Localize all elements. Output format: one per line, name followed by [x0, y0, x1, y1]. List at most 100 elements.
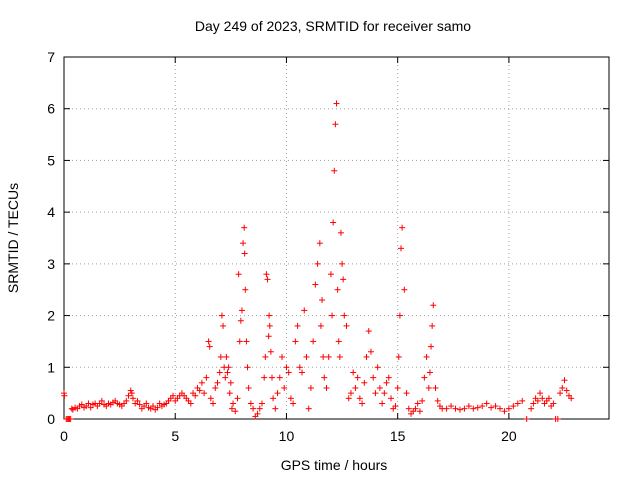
data-point	[497, 405, 503, 412]
data-point	[323, 384, 330, 391]
data-point	[423, 353, 430, 360]
x-tick-label: 0	[60, 428, 68, 444]
data-point	[416, 408, 423, 415]
data-point	[127, 387, 134, 394]
data-point	[316, 240, 323, 247]
data-point	[474, 404, 481, 411]
data-point	[237, 317, 244, 324]
data-point	[241, 250, 248, 257]
data-point	[426, 369, 433, 376]
data-point	[501, 408, 508, 415]
data-point	[128, 390, 135, 397]
data-point	[421, 374, 428, 381]
data-point	[301, 307, 308, 314]
grid-lines	[64, 57, 609, 419]
plot-frame	[63, 56, 610, 420]
data-point	[347, 390, 354, 397]
data-point	[210, 400, 217, 407]
data-point	[134, 397, 141, 404]
data-point	[419, 397, 426, 404]
data-point	[272, 405, 279, 412]
data-point	[276, 374, 283, 381]
data-point	[310, 338, 317, 345]
data-point	[207, 395, 214, 402]
data-point	[242, 286, 249, 293]
data-point	[317, 322, 324, 329]
data-point	[266, 322, 273, 329]
data-point	[205, 338, 212, 345]
data-point	[224, 369, 231, 376]
data-point	[405, 405, 412, 412]
data-point	[216, 369, 223, 376]
data-point	[292, 338, 299, 345]
data-point	[236, 338, 243, 345]
data-point	[399, 224, 406, 231]
data-point	[432, 384, 439, 391]
data-point	[61, 392, 68, 399]
data-point	[425, 384, 432, 391]
data-point	[198, 379, 205, 386]
data-point	[258, 400, 265, 407]
data-point	[381, 390, 388, 397]
data-point	[388, 395, 394, 402]
data-point	[343, 322, 350, 329]
data-point	[452, 405, 459, 412]
data-point	[143, 400, 150, 407]
data-point	[470, 405, 477, 412]
data-point	[303, 353, 310, 360]
y-tick-label: 0	[47, 411, 55, 427]
y-tick-label: 5	[47, 152, 55, 168]
data-point	[479, 403, 486, 410]
x-tick-label: 20	[501, 428, 517, 444]
data-point	[307, 384, 314, 391]
data-point	[340, 276, 347, 283]
data-point	[240, 240, 247, 247]
data-point	[395, 353, 402, 360]
data-point	[192, 392, 199, 399]
data-point	[283, 364, 290, 371]
y-tick-label: 6	[47, 101, 55, 117]
data-point	[332, 121, 339, 128]
data-point	[226, 390, 233, 397]
data-point	[244, 364, 251, 371]
data-point	[335, 338, 342, 345]
data-point	[461, 405, 468, 412]
data-point	[325, 353, 332, 360]
data-point	[270, 395, 277, 402]
data-point	[227, 379, 234, 386]
y-tick-label: 3	[47, 256, 55, 272]
data-point	[230, 400, 237, 407]
data-point	[403, 390, 410, 397]
data-point	[554, 416, 561, 422]
data-point	[218, 312, 225, 319]
data-point	[359, 400, 366, 407]
data-point	[350, 369, 357, 376]
data-point	[305, 405, 312, 412]
data-point	[334, 286, 341, 293]
data-point	[370, 374, 377, 381]
data-point	[412, 405, 419, 412]
data-point	[228, 405, 235, 412]
data-point	[534, 397, 541, 404]
data-point	[321, 374, 328, 381]
y-tick-label: 1	[47, 359, 55, 375]
data-point	[394, 384, 401, 391]
data-point	[290, 400, 297, 407]
data-point	[125, 392, 132, 399]
data-point	[154, 404, 161, 411]
data-point	[354, 374, 361, 381]
data-point	[561, 377, 568, 384]
x-tick-labels: 0 5 10 15 20	[60, 428, 517, 444]
data-point	[376, 384, 383, 391]
y-tick-label: 4	[47, 204, 55, 220]
data-point	[374, 364, 381, 371]
data-point	[392, 403, 399, 410]
data-point	[263, 271, 270, 278]
data-point	[545, 395, 552, 402]
data-point	[232, 408, 239, 415]
data-point	[530, 400, 537, 407]
data-point	[78, 401, 85, 408]
data-point	[396, 312, 403, 319]
data-point	[514, 400, 521, 407]
